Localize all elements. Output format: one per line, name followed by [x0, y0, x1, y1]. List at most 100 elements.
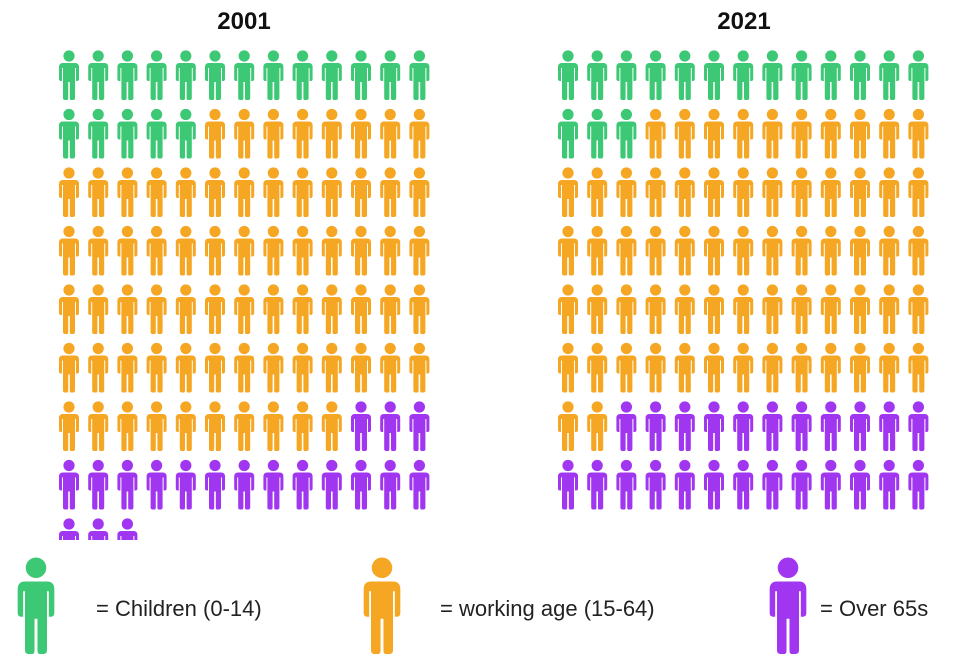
- person-icon-working: [88, 342, 109, 393]
- person-icon-children: [88, 50, 109, 100]
- person-icon-children: [616, 50, 637, 100]
- person-icon-working: [292, 225, 313, 276]
- person-icon-working: [645, 167, 666, 217]
- person-icon-working: [351, 225, 371, 276]
- person-icon-working: [321, 167, 342, 217]
- person-icon-working: [645, 284, 666, 334]
- person-icon-over65: [879, 459, 900, 510]
- person-icon-working: [762, 284, 783, 334]
- person-icon-over65: [175, 459, 196, 510]
- person-icon-children: [762, 50, 783, 100]
- person-icon-children: [558, 108, 578, 159]
- legend-over65-person-icon: [769, 557, 807, 654]
- person-icon-working: [908, 284, 929, 334]
- person-icon-over65: [146, 459, 167, 510]
- person-icon-working: [733, 284, 754, 334]
- person-icon-working: [409, 225, 430, 276]
- person-icon-over65: [205, 459, 225, 510]
- person-icon-working: [733, 167, 754, 217]
- person-icon-working: [351, 342, 371, 393]
- person-icon-working: [762, 225, 783, 276]
- person-icon-over65: [769, 557, 807, 654]
- person-icon-working: [351, 108, 371, 159]
- person-icon-children: [292, 50, 313, 100]
- person-icon-working: [674, 284, 695, 334]
- person-icon-working: [616, 342, 637, 393]
- person-icon-working: [879, 108, 900, 159]
- person-icon-working: [587, 342, 608, 393]
- person-icon-over65: [88, 459, 109, 510]
- person-icon-working: [234, 108, 255, 159]
- person-icon-working: [146, 225, 167, 276]
- person-icon-over65: [292, 459, 313, 510]
- person-icon-working: [321, 284, 342, 334]
- person-icon-working: [704, 167, 724, 217]
- person-icon-children: [674, 50, 695, 100]
- person-icon-over65: [820, 459, 841, 510]
- person-icon-over65: [733, 401, 754, 451]
- person-icon-children: [146, 50, 167, 100]
- person-icon-working: [234, 342, 255, 393]
- person-icon-working: [558, 342, 578, 393]
- person-icon-over65: [908, 459, 929, 510]
- person-icon-working: [263, 167, 284, 217]
- person-icon-over65: [645, 459, 666, 510]
- person-icon-over65: [409, 401, 430, 451]
- person-icon-working: [850, 284, 870, 334]
- person-icon-working: [850, 167, 870, 217]
- person-icon-over65: [762, 401, 783, 451]
- person-icon-working: [791, 167, 812, 217]
- panel-title-2021: 2021: [717, 8, 771, 35]
- person-icon-working: [674, 342, 695, 393]
- person-icon-working: [704, 284, 724, 334]
- person-icon-working: [205, 225, 225, 276]
- person-icon-working: [380, 225, 401, 276]
- person-icon-working: [409, 342, 430, 393]
- person-icon-children: [234, 50, 255, 100]
- person-icon-working: [88, 284, 109, 334]
- person-icon-working: [820, 342, 841, 393]
- person-icon-over65: [117, 459, 138, 510]
- person-icon-over65: [351, 459, 371, 510]
- person-icon-working: [674, 108, 695, 159]
- person-icon-working: [263, 225, 284, 276]
- person-icon-over65: [674, 401, 695, 451]
- person-icon-working: [205, 167, 225, 217]
- person-icon-working: [146, 342, 167, 393]
- legend-children-person-icon: [17, 557, 55, 654]
- person-icon-over65: [704, 459, 724, 510]
- person-icon-over65: [879, 401, 900, 451]
- person-icon-working: [234, 167, 255, 217]
- person-icon-working: [321, 401, 342, 451]
- person-icon-over65: [645, 401, 666, 451]
- person-icon-working: [351, 284, 371, 334]
- person-icon-working: [587, 401, 608, 451]
- person-icon-working: [616, 284, 637, 334]
- person-icon-working: [263, 284, 284, 334]
- person-icon-working: [879, 225, 900, 276]
- person-icon-children: [587, 108, 608, 159]
- person-icon-over65: [674, 459, 695, 510]
- person-icon-working: [820, 225, 841, 276]
- person-icon-over65: [850, 401, 870, 451]
- person-icon-working: [351, 167, 371, 217]
- person-icon-working: [704, 225, 724, 276]
- person-icon-working: [879, 284, 900, 334]
- person-icon-working: [558, 284, 578, 334]
- person-icon-working: [380, 108, 401, 159]
- person-icon-working: [645, 342, 666, 393]
- person-icon-working: [791, 284, 812, 334]
- person-icon-children: [175, 108, 196, 159]
- person-icon-working: [205, 108, 225, 159]
- person-icon-children: [205, 50, 225, 100]
- person-icon-working: [850, 225, 870, 276]
- person-icon-over65: [733, 459, 754, 510]
- person-icon-children: [908, 50, 929, 100]
- person-icon-working: [321, 108, 342, 159]
- person-icon-working: [380, 167, 401, 217]
- person-icon-working: [879, 342, 900, 393]
- person-icon-over65: [59, 518, 79, 540]
- person-icon-working: [234, 401, 255, 451]
- person-icon-working: [321, 342, 342, 393]
- legend-label-children: = Children (0-14): [96, 596, 262, 621]
